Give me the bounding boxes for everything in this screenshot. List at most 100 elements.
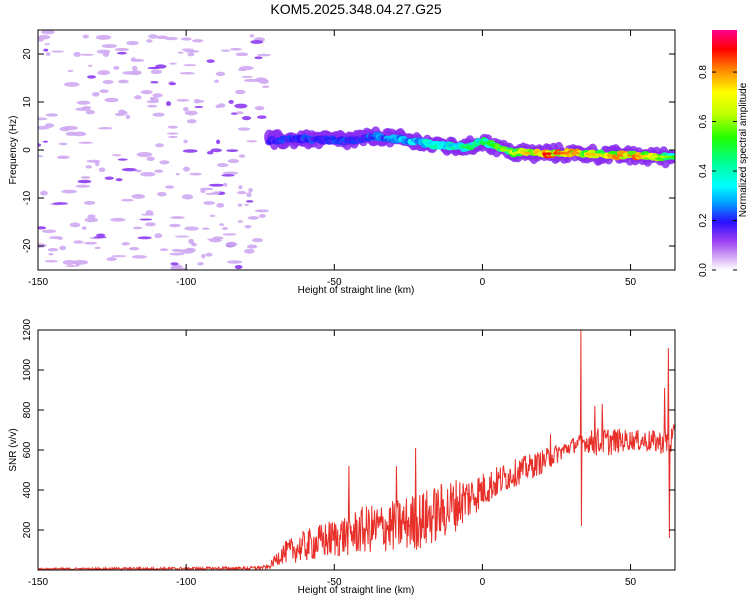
noise-blob — [249, 34, 255, 38]
noise-blob — [235, 52, 249, 57]
signal-peak — [563, 151, 570, 155]
colorbar-tick-label: 0.4 — [698, 164, 709, 178]
noise-blob — [85, 109, 95, 115]
snr-y-tick-label: 600 — [22, 441, 33, 458]
noise-blob — [150, 80, 159, 84]
noise-blob — [234, 103, 248, 109]
noise-blob — [59, 245, 67, 251]
noise-blob — [40, 190, 48, 196]
snr-y-tick-label: 1000 — [22, 358, 33, 381]
noise-blob — [170, 216, 185, 220]
noise-blob — [180, 37, 192, 41]
noise-blob — [258, 214, 266, 218]
chart-title: KOM5.2025.348.04.27.G25 — [270, 1, 441, 17]
noise-blob — [193, 98, 201, 104]
noise-blob — [221, 49, 231, 52]
noise-blob — [133, 226, 143, 230]
noise-blob — [165, 185, 175, 189]
noise-blob — [216, 163, 229, 168]
snr-y-label: SNR (v/v) — [8, 428, 19, 471]
snr-x-label: Height of straight line (km) — [298, 585, 415, 596]
noise-blob — [235, 111, 244, 115]
noise-blob — [57, 156, 69, 159]
noise-blob — [140, 90, 153, 95]
noise-blob — [168, 135, 178, 139]
noise-blob — [75, 184, 91, 188]
noise-blob — [206, 151, 214, 155]
noise-blob — [51, 50, 64, 53]
colorbar-tick-label: 0.6 — [698, 114, 709, 128]
noise-blob — [45, 113, 58, 117]
noise-blob — [222, 182, 228, 187]
noise-blob — [187, 52, 195, 57]
noise-blob — [159, 248, 169, 252]
noise-blob — [206, 59, 215, 63]
noise-blob — [129, 247, 140, 251]
noise-blob — [234, 264, 243, 270]
noise-blob — [116, 51, 127, 55]
noise-blob — [80, 176, 91, 179]
signal-peak — [606, 153, 613, 157]
spectrogram-y-tick-label: -10 — [22, 190, 33, 205]
signal-peak — [616, 154, 623, 157]
noise-blob — [77, 179, 92, 184]
noise-blob — [101, 44, 117, 49]
noise-blob — [222, 171, 239, 175]
noise-blob — [145, 222, 156, 227]
noise-blob — [92, 91, 100, 97]
noise-blob — [179, 249, 195, 254]
noise-blob — [82, 226, 87, 230]
noise-blob — [229, 47, 243, 51]
snr-x-axis: -150 -100 -50 0 50 — [28, 330, 637, 588]
noise-blob — [139, 218, 153, 221]
noise-blob — [88, 64, 93, 67]
noise-blob — [237, 127, 251, 131]
spectrogram-y-tick-label: 20 — [22, 48, 33, 60]
colorbar-label: Normalized spectral amplitude — [738, 82, 749, 217]
noise-blob — [83, 200, 96, 205]
noise-blob — [250, 40, 264, 44]
noise-blob — [236, 190, 247, 195]
colorbar-scale — [712, 30, 737, 270]
noise-blob — [48, 252, 54, 256]
noise-blob — [210, 148, 223, 153]
signal-peak — [513, 151, 520, 155]
noise-blob — [243, 248, 255, 254]
signal-peak — [574, 151, 581, 155]
noise-blob — [83, 241, 98, 245]
snr-panel: -150 -100 -50 0 50 200 400 600 800 1000 1200 Heig… — [8, 318, 676, 596]
noise-blob — [47, 247, 59, 252]
noise-blob — [38, 243, 47, 248]
snr-series-line — [38, 330, 675, 570]
noise-blob — [148, 34, 158, 39]
noise-blob — [98, 127, 113, 130]
noise-blob — [126, 40, 139, 46]
noise-blob — [111, 255, 127, 258]
noise-blob — [257, 115, 267, 119]
noise-blob — [212, 191, 221, 195]
noise-blob — [94, 246, 101, 250]
noise-blob — [214, 79, 219, 84]
noise-blob — [184, 110, 198, 116]
noise-blob — [235, 89, 246, 95]
noise-blob — [97, 70, 111, 76]
noise-blob — [38, 117, 48, 121]
noise-blob — [102, 80, 114, 85]
signal-peak — [645, 154, 652, 158]
noise-blob — [157, 191, 167, 197]
noise-blob — [38, 226, 47, 230]
noise-blob — [38, 155, 44, 158]
snr-x-tick-label: -100 — [176, 577, 196, 588]
signal-peak — [670, 155, 675, 159]
noise-blob — [200, 188, 206, 194]
noise-blob — [192, 39, 204, 43]
noise-blob — [183, 139, 188, 144]
noise-blob — [245, 200, 254, 203]
noise-blob — [73, 240, 84, 244]
noise-blob — [117, 158, 128, 161]
signal-peak — [496, 146, 503, 149]
noise-blob — [246, 244, 258, 249]
noise-blob — [67, 69, 74, 72]
snr-y-tick-label: 200 — [22, 521, 33, 538]
noise-blob — [131, 65, 138, 71]
